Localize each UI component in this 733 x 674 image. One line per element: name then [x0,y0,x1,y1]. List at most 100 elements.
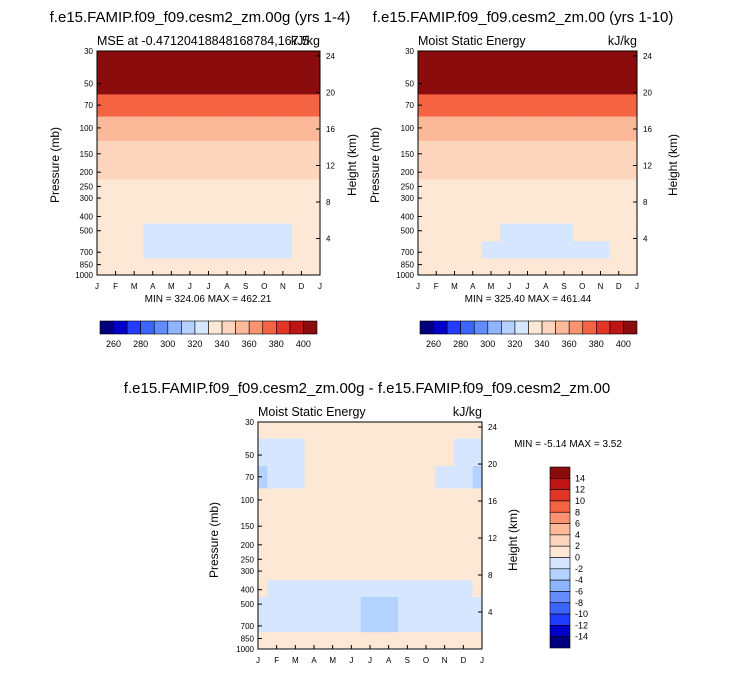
heatmap-cell [418,207,428,224]
heatmap-cell [97,94,107,117]
heatmap-cell [627,207,638,224]
heatmap-cell [217,51,237,68]
heatmap-cell [454,488,474,514]
heatmap-cell [217,223,237,242]
heatmap-cell [416,552,436,566]
panel-2-left-string: Moist Static Energy [418,34,526,48]
heatmap-cell [554,163,574,180]
heatmap-cell [97,258,107,271]
heatmap-cell [97,51,107,68]
colorbar-swatch [167,320,182,335]
heatmap-cell [97,140,107,164]
heatmap-cell [418,241,428,259]
heatmap-cell [97,116,107,142]
heatmap-cell [360,565,380,581]
heatmap-cell [97,179,107,193]
heatmap-cell [435,488,455,514]
heatmap-cell [379,580,399,598]
heatmap-cell [591,163,611,180]
heatmap-cell [143,207,163,224]
panel-3-units: kJ/kg [453,405,482,419]
heatmap-cell [258,596,268,616]
heatmap-cell [267,580,287,598]
heatmap-cell [286,422,306,439]
heatmap-cell [323,615,343,633]
heatmap-cell [554,51,574,68]
heatmap-cell [435,596,455,616]
heatmap-cell [481,179,501,193]
colorbar-tick-label: 400 [616,339,631,349]
heatmap-cell [97,207,107,224]
heatmap-cell [254,179,274,193]
heatmap-cell [292,179,312,193]
heatmap-cell [323,465,343,489]
height-tick-label: 8 [326,198,331,207]
heatmap-cell [304,488,324,514]
heatmap-cell [254,140,274,164]
heatmap-cell [573,94,592,117]
heatmap-cell [310,207,321,224]
colorbar-swatch [194,320,209,335]
heatmap-cell [286,552,306,566]
heatmap-cell [463,140,483,164]
heatmap-cell [609,116,629,142]
heatmap-cell [286,438,306,467]
heatmap-cell [342,488,362,514]
colorbar-swatch [528,320,543,335]
heatmap-cell [445,116,465,142]
heatmap-cell [591,241,611,259]
pressure-tick-label: 400 [241,586,255,595]
heatmap-cell [454,615,474,633]
heatmap-cell [481,207,501,224]
height-tick-label: 8 [488,571,493,580]
heatmap-cell [304,565,324,581]
heatmap-cell [217,258,237,271]
panel-2-ylabel: Pressure (mb) [368,127,382,203]
heatmap-cell [554,94,574,117]
heatmap-cell [627,163,638,180]
heatmap-cell [398,615,418,633]
heatmap-cell [536,258,556,271]
colorbar-tick-label: 300 [480,339,495,349]
heatmap-cell [500,51,519,68]
pressure-tick-label: 30 [245,418,254,427]
heatmap-cell [463,67,483,95]
heatmap-cell [143,223,163,242]
heatmap-cell [398,488,418,514]
heatmap-cell [342,422,362,439]
colorbar-tick-label: -4 [575,575,583,585]
panel-1-ylabel-right: Height (km) [345,134,359,196]
pressure-tick-label: 200 [241,541,255,550]
heatmap-cell [273,207,293,224]
heatmap-cell [323,552,343,566]
heatmap-cell [472,615,483,633]
colorbar-swatch [460,320,475,335]
month-tick-label: F [434,282,439,291]
heatmap-cell [292,67,312,95]
heatmap-cell [591,207,611,224]
pressure-tick-label: 300 [80,194,94,203]
heatmap-cell [124,116,144,142]
month-tick-label: M [488,282,495,291]
heatmap-cell [292,163,312,180]
pressure-tick-label: 700 [241,622,255,631]
month-tick-label: S [561,282,566,291]
heatmap-cell [310,269,321,276]
month-tick-label: M [329,656,336,665]
heatmap-cell [97,67,107,95]
heatmap-cell [435,465,455,489]
pressure-tick-label: 100 [241,496,255,505]
heatmap-cell [609,94,629,117]
heatmap-cell [180,140,200,164]
heatmap-cell [310,163,321,180]
heatmap-cell [627,140,638,164]
height-tick-label: 20 [643,88,652,97]
heatmap-cell [416,513,436,536]
heatmap-cell [398,438,418,467]
heatmap-cell [199,207,219,224]
heatmap-cell [472,488,483,514]
month-tick-label: J [318,282,322,291]
colorbar-swatch [235,320,250,335]
heatmap-cell [180,241,200,259]
month-tick-label: O [579,282,585,291]
